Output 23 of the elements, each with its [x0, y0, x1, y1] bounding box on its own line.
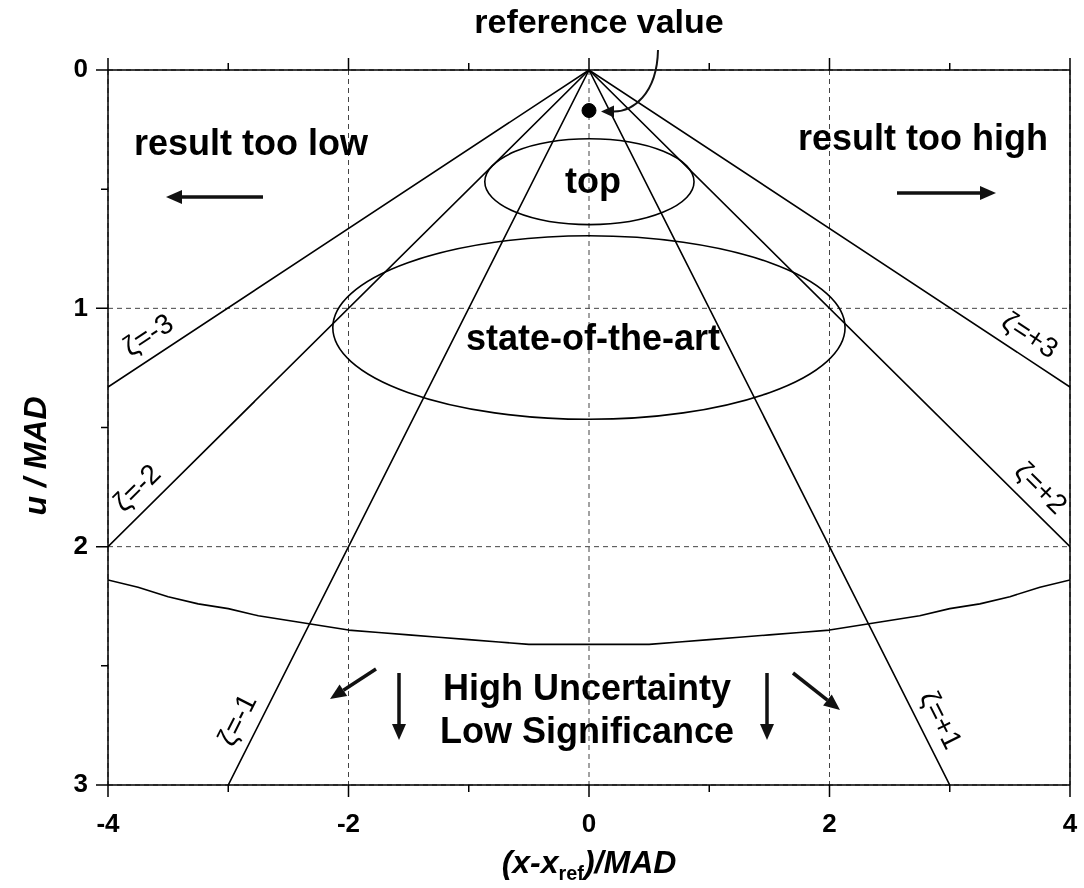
x-tick-label: -4 [96, 807, 121, 838]
y-axis-title: u / MAD [17, 395, 53, 516]
x-tick-label: 0 [581, 807, 597, 838]
annotation: Low Significance [439, 709, 735, 751]
annotation: result too low [134, 121, 369, 163]
y-tick-label: 2 [73, 529, 88, 560]
x-tick-label: -2 [336, 807, 361, 838]
text: ζ=+1 [913, 685, 969, 754]
y-tick-label: 0 [73, 53, 88, 84]
annotation: top [565, 159, 621, 201]
x-tick-label: 4 [1062, 807, 1078, 838]
text: ζ=-3 [116, 306, 179, 363]
annotation: reference value [474, 2, 724, 41]
y-tick-label: 3 [73, 768, 88, 799]
annotation: result too high [798, 116, 1048, 158]
x-tick-label: 2 [822, 807, 837, 838]
annotation: state-of-the-art [465, 316, 721, 358]
text: ζ=-1 [210, 688, 263, 751]
annotation: High Uncertainty [442, 666, 732, 708]
text: ζ=+3 [996, 305, 1065, 365]
x-axis-title: (x-x$_{ref}$)/MAD [501, 844, 677, 884]
y-tick-label: 1 [73, 291, 88, 322]
text: ζ=-2 [106, 457, 167, 518]
